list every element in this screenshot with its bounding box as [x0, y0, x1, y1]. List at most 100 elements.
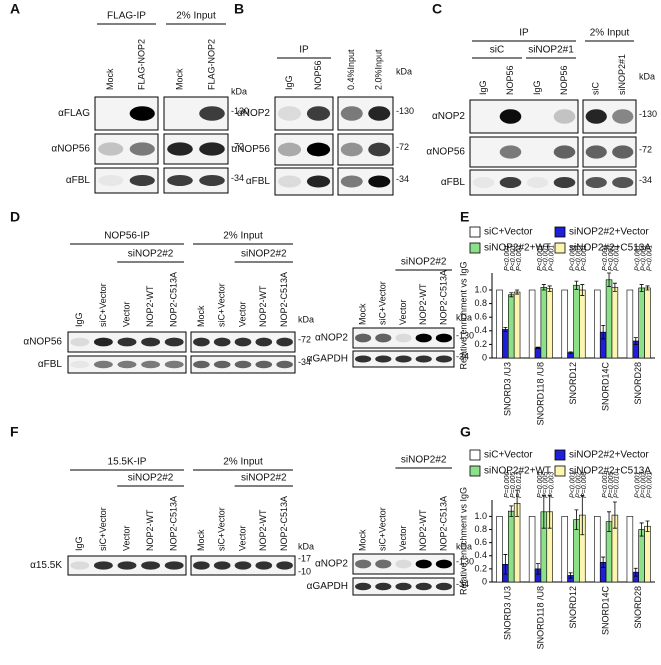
lane-label: Vector [237, 525, 247, 551]
blot-band [164, 561, 184, 570]
blot-band [70, 360, 90, 369]
size-marker: -34 [396, 174, 409, 184]
y-axis-label: Relative enrichment vs IgG [458, 261, 468, 369]
lane-label: NOP2-C513A [279, 272, 289, 327]
lane-label: IgG [532, 80, 542, 95]
legend-label: siNOP2#2+Vector [569, 450, 649, 461]
x-tick-label: SNORD28 [633, 362, 643, 405]
p-value: P<0.001 [614, 245, 621, 271]
legend-swatch [554, 226, 566, 238]
error-bar [580, 495, 585, 536]
antibody-label: αNOP56 [426, 147, 465, 158]
bar [638, 287, 645, 359]
bar [644, 525, 651, 583]
antibody-label: αFBL [441, 177, 466, 188]
blot-band [415, 333, 432, 343]
legend-swatch [554, 465, 566, 477]
x-tick-label: SNORD28 [633, 586, 643, 629]
blot-band [167, 106, 193, 121]
antibody-label: αFBL [246, 176, 271, 187]
y-tick-label: 1.0 [474, 511, 487, 521]
p-value: P=0.001 [646, 472, 653, 498]
blot-band [435, 355, 452, 363]
error-bar [509, 505, 514, 517]
error-bar [633, 567, 638, 577]
antibody-label: αNOP56 [23, 337, 62, 348]
blot-band [355, 582, 372, 591]
lane-label: siNOP2#1 [617, 54, 627, 95]
x-tick-label: SNORD14C [600, 586, 610, 636]
error-bar [633, 337, 638, 345]
lane-label: NOP2-C513A [438, 496, 448, 551]
y-tick-label: 0.4 [474, 325, 487, 335]
blot-band [141, 561, 161, 570]
y-tick-label: 0.8 [474, 298, 487, 308]
legend-label: siNOP2#2+C513A [569, 243, 651, 254]
bar [644, 287, 651, 359]
blot-band [395, 582, 412, 591]
kda-label: kDa [639, 71, 655, 81]
antibody-label: αFLAG [58, 108, 90, 119]
x-tick-label: SNORD12 [568, 362, 578, 405]
size-marker: -72 [231, 141, 244, 151]
blot-band [167, 175, 193, 186]
error-bar [568, 572, 573, 579]
error-bar [535, 346, 540, 349]
error-bar [612, 282, 617, 292]
lane-label: Vector [121, 525, 131, 551]
size-marker: -34 [456, 351, 469, 361]
blot-band [193, 337, 210, 347]
error-bar [503, 327, 508, 332]
error-bar [639, 522, 644, 537]
p-value: P=0.012 [516, 472, 523, 498]
lane-label: Vector [121, 301, 131, 327]
error-bar [612, 501, 617, 529]
lane-label: NOP2-WT [145, 509, 155, 551]
p-value: P<0.001 [510, 245, 517, 271]
blot-band [70, 337, 90, 347]
blot-band [499, 177, 522, 188]
x-tick-label: SNORD3 /U3 [503, 362, 513, 416]
blot-band [375, 333, 392, 343]
legend-label: siNOP2#2+C513A [569, 466, 651, 477]
lane-label: Vector [398, 299, 408, 325]
blot-band [306, 175, 331, 188]
bar [594, 516, 601, 583]
group-label: siNOP2#2 [128, 473, 174, 484]
bar [561, 289, 568, 359]
x-tick-label: SNORD3 /U3 [503, 586, 513, 640]
legend-swatch [469, 465, 481, 477]
blot-band [415, 582, 432, 591]
blot-band [277, 175, 302, 188]
antibody-label: αFBL [66, 175, 91, 186]
blot-band [129, 175, 155, 186]
size-marker: -130 [456, 556, 474, 566]
antibody-label: αGAPDH [307, 581, 348, 592]
blot-band [164, 337, 184, 347]
blot-band [93, 337, 113, 347]
p-value: P=0.008 [581, 472, 588, 498]
blot-band [526, 177, 549, 188]
size-marker: -72 [298, 334, 311, 344]
lane-label: NOP2-C513A [169, 496, 179, 551]
blot-band [117, 561, 137, 570]
p-value: P<0.001 [569, 472, 576, 498]
size-marker: -72 [396, 142, 409, 152]
blot-band [306, 142, 331, 157]
blot-band [368, 175, 391, 188]
blot-band [435, 559, 452, 569]
panel-label: G [460, 424, 471, 440]
error-bar [601, 556, 606, 568]
y-tick-label: 0.4 [474, 550, 487, 560]
lane-label: siC+Vector [378, 507, 388, 551]
lane-label: Vector [398, 525, 408, 551]
legend-swatch [554, 242, 566, 254]
p-value: P<0.001 [602, 472, 609, 498]
p-value: P<0.001 [608, 245, 615, 271]
group-label: siNOP2#2 [401, 257, 447, 268]
p-value: P<0.001 [646, 245, 653, 271]
error-bar [509, 292, 514, 298]
bar [507, 510, 515, 583]
p-value: P<0.001 [635, 245, 642, 271]
